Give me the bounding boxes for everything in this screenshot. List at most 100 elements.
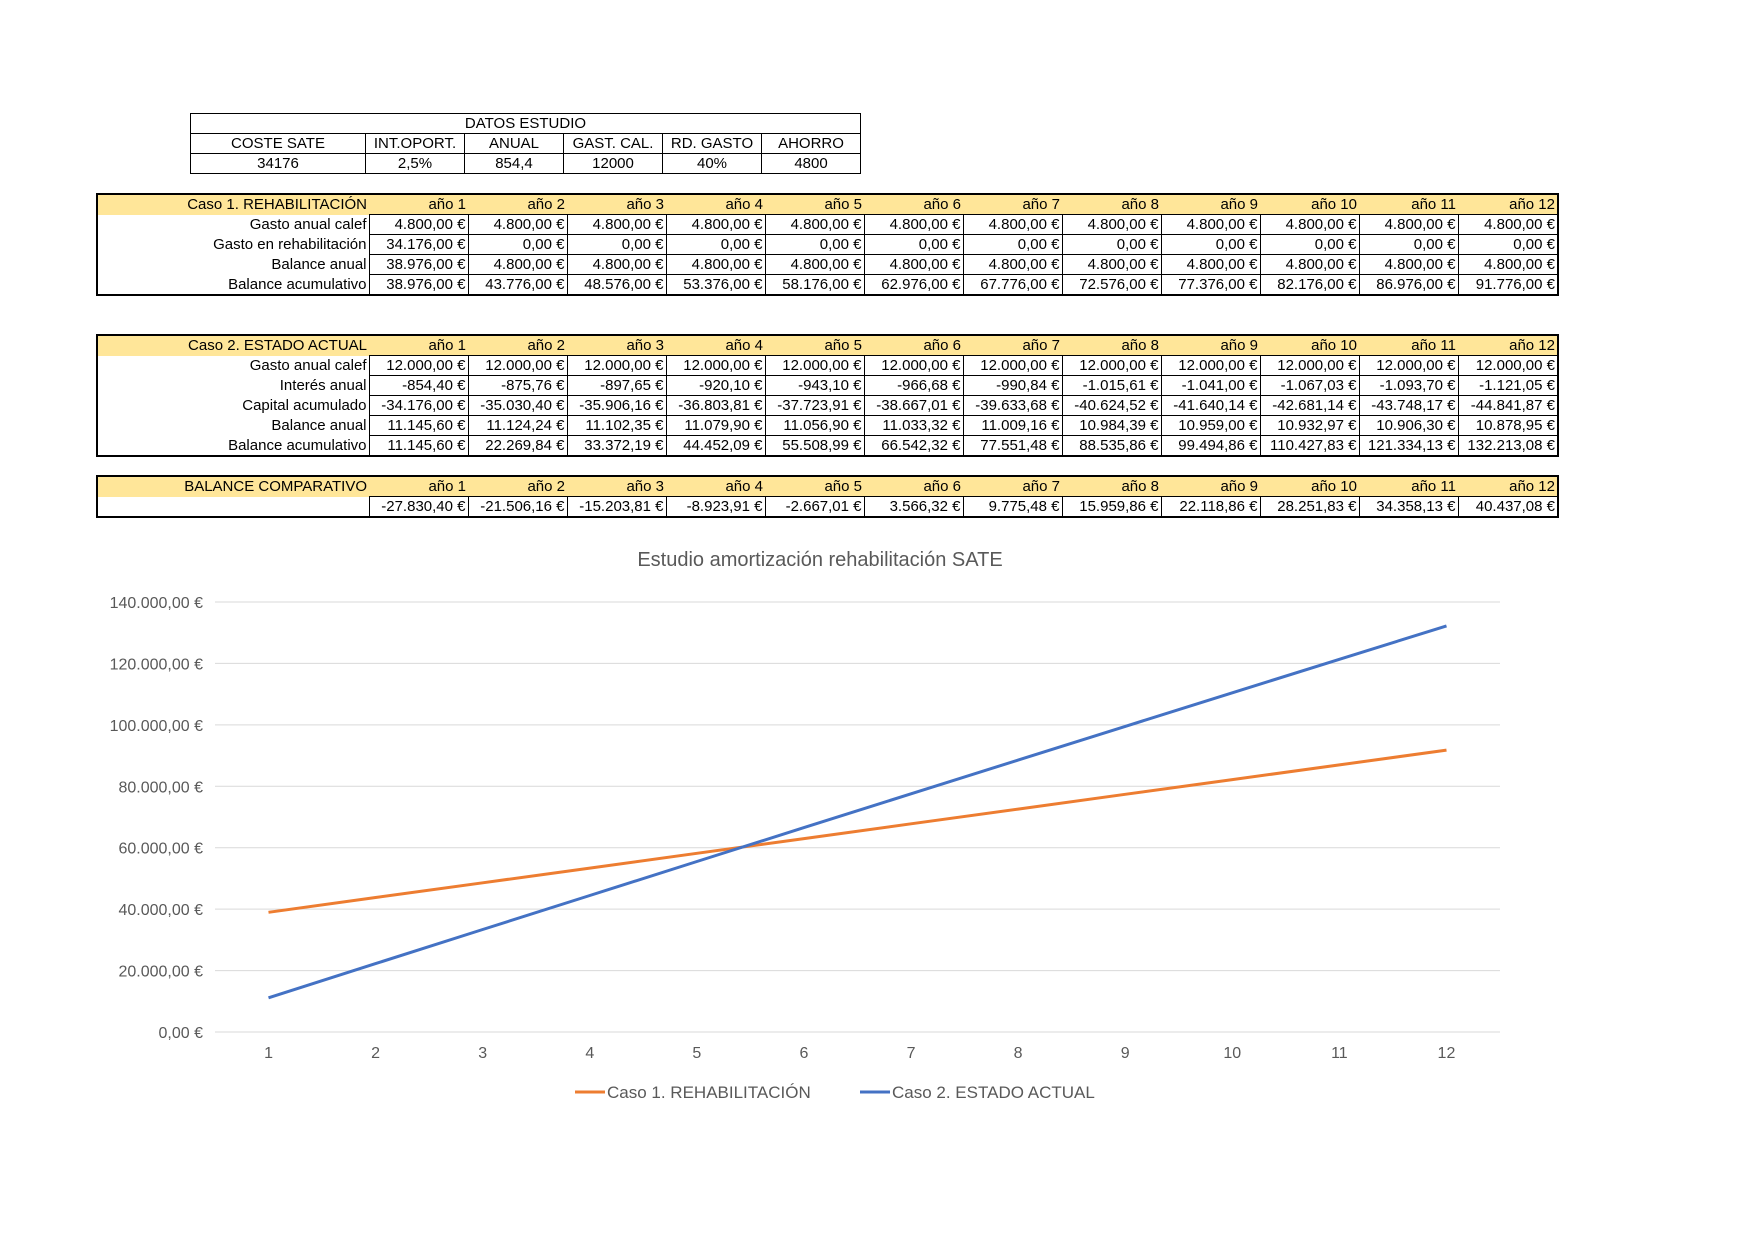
y-tick-label: 0,00 €	[159, 1025, 204, 1042]
value-cell: 4.800,00 €	[368, 214, 469, 235]
value-cell: 77.551,48 €	[962, 435, 1063, 457]
row-label: Balance anual	[271, 256, 367, 273]
year-header: año 2	[468, 194, 567, 215]
value-cell: 11.145,60 €	[368, 435, 469, 457]
year-header: año 11	[1359, 476, 1458, 497]
x-tick-label: 11	[1331, 1045, 1348, 1062]
series-line-2	[268, 624, 1447, 1000]
year-header: año 7	[963, 476, 1062, 497]
year-header: año 3	[567, 476, 666, 497]
value-cell: 0,00 €	[467, 234, 568, 255]
table-row: Gasto en rehabilitación 34.176,00 €0,00 €…	[97, 234, 1559, 255]
chart-series-lines	[268, 624, 1447, 1000]
datos-estudio-table: DATOS ESTUDIO COSTE SATE INT.OPORT. ANUA…	[190, 113, 861, 174]
value-cell: -897,65 €	[566, 375, 667, 396]
value-cell: -1.041,00 €	[1160, 375, 1261, 396]
chart-y-tick-labels: 0,00 € 20.000,00 € 40.000,00 € 60.000,00 € 8…	[110, 595, 204, 1042]
datos-header: COSTE SATE	[190, 133, 366, 154]
row-label	[97, 497, 369, 518]
value-cell: 12.000,00 €	[1457, 355, 1559, 376]
value-cell: 12.000,00 €	[1358, 355, 1459, 376]
x-tick-label: 3	[478, 1045, 487, 1062]
row-label: Balance acumulativo	[228, 275, 367, 293]
value-cell: 11.079,90 €	[665, 415, 766, 436]
value-cell: -1.067,03 €	[1259, 375, 1360, 396]
value-cell: -920,10 €	[665, 375, 766, 396]
datos-estudio-title: DATOS ESTUDIO	[190, 113, 861, 134]
year-header: año 10	[1260, 476, 1359, 497]
value-cell: -36.803,81 €	[665, 395, 766, 416]
value-cell: 58.176,00 €	[764, 274, 865, 296]
value-cell: 4.800,00 €	[764, 254, 865, 275]
datos-value: 2,5%	[365, 153, 465, 174]
value-cell: 48.576,00 €	[566, 274, 667, 296]
value-cell: 4.800,00 €	[566, 214, 667, 235]
value-cell: -41.640,14 €	[1160, 395, 1261, 416]
chart-x-tick-labels: 1 2 3 4 5 6 7 8 9 10 11 12	[264, 1045, 1455, 1062]
value-cell: 4.800,00 €	[1061, 214, 1162, 235]
value-cell: -2.667,01 €	[764, 496, 865, 518]
value-cell: 4.800,00 €	[962, 214, 1063, 235]
row-label: Balance anual	[271, 417, 367, 434]
value-cell: 10.959,00 €	[1160, 415, 1261, 436]
x-tick-label: 6	[800, 1045, 809, 1062]
year-header: año 12	[1458, 476, 1558, 497]
datos-value: 854,4	[464, 153, 564, 174]
year-header: año 6	[864, 194, 963, 215]
comparativo-title: BALANCE COMPARATIVO	[97, 476, 369, 497]
datos-header: GAST. CAL.	[563, 133, 663, 154]
datos-value: 4800	[761, 153, 861, 174]
value-cell: 4.800,00 €	[665, 254, 766, 275]
value-cell: 4.800,00 €	[962, 254, 1063, 275]
value-cell: -40.624,52 €	[1061, 395, 1162, 416]
x-tick-label: 1	[264, 1045, 273, 1062]
value-cell: 82.176,00 €	[1259, 274, 1360, 296]
value-cell: 12.000,00 €	[1061, 355, 1162, 376]
value-cell: 67.776,00 €	[962, 274, 1063, 296]
value-cell: 10.984,39 €	[1061, 415, 1162, 436]
datos-header: AHORRO	[761, 133, 861, 154]
year-header: año 3	[567, 335, 666, 356]
value-cell: 12.000,00 €	[1160, 355, 1261, 376]
caso1-table: Caso 1. REHABILITACIÓN año 1 año 2 año 3 año…	[96, 193, 1559, 296]
value-cell: 11.009,16 €	[962, 415, 1063, 436]
value-cell: 0,00 €	[764, 234, 865, 255]
value-cell: -875,76 €	[467, 375, 568, 396]
x-tick-label: 4	[585, 1045, 594, 1062]
value-cell: -37.723,91 €	[764, 395, 865, 416]
value-cell: -1.121,05 €	[1457, 375, 1559, 396]
year-header: año 12	[1458, 194, 1558, 215]
value-cell: 4.800,00 €	[1160, 254, 1261, 275]
year-header: año 10	[1260, 335, 1359, 356]
value-cell: 10.906,30 €	[1358, 415, 1459, 436]
value-cell: -44.841,87 €	[1457, 395, 1559, 416]
value-cell: 72.576,00 €	[1061, 274, 1162, 296]
y-tick-label: 20.000,00 €	[118, 964, 203, 981]
year-header: año 8	[1062, 476, 1161, 497]
year-header: año 7	[963, 194, 1062, 215]
year-header: año 1	[369, 476, 468, 497]
x-tick-label: 8	[1014, 1045, 1023, 1062]
legend-label: Caso 1. REHABILITACIÓN	[607, 1083, 811, 1100]
value-cell: 12.000,00 €	[1259, 355, 1360, 376]
year-header: año 10	[1260, 194, 1359, 215]
value-cell: 99.494,86 €	[1160, 435, 1261, 457]
value-cell: 38.976,00 €	[368, 254, 469, 275]
value-cell: -8.923,91 €	[665, 496, 766, 518]
value-cell: 4.800,00 €	[467, 214, 568, 235]
value-cell: 0,00 €	[1061, 234, 1162, 255]
value-cell: 62.976,00 €	[863, 274, 964, 296]
chart-legend: Caso 1. REHABILITACIÓN Caso 2. ESTADO ACT…	[575, 1083, 1095, 1100]
value-cell: 4.800,00 €	[467, 254, 568, 275]
row-label: Gasto anual calef	[249, 357, 367, 374]
value-cell: 12.000,00 €	[467, 355, 568, 376]
year-header: año 1	[369, 335, 468, 356]
row-label: Capital acumulado	[242, 397, 367, 414]
value-cell: 0,00 €	[566, 234, 667, 255]
table-row: Gasto anual calef 4.800,00 €4.800,00 €4.8…	[97, 214, 1559, 235]
caso2-title: Caso 2. ESTADO ACTUAL	[97, 335, 369, 356]
datos-header: ANUAL	[464, 133, 564, 154]
row-label: Balance acumulativo	[228, 436, 367, 454]
value-cell: 12.000,00 €	[566, 355, 667, 376]
x-tick-label: 9	[1121, 1045, 1130, 1062]
